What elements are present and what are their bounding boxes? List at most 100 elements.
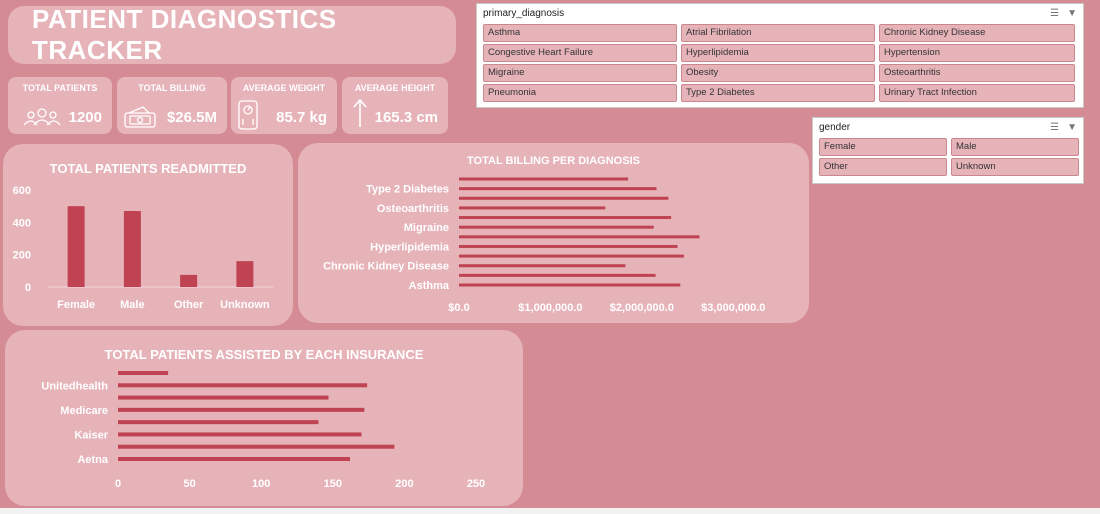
x-tick-label: 50 <box>183 478 195 490</box>
y-tick-label: Migraine <box>404 222 449 234</box>
slicer-title: primary_diagnosis <box>483 7 565 19</box>
x-tick-label: 0 <box>115 478 121 490</box>
kpi-value: $26.5M <box>166 109 217 126</box>
slicer-item[interactable]: Asthma <box>483 24 677 42</box>
bar <box>118 383 368 388</box>
x-tick-label: 250 <box>467 478 485 490</box>
billing-chart-panel: TOTAL BILLING PER DIAGNOSIS Asthma Chroni… <box>298 143 809 323</box>
kpi-total-patients: TOTAL PATIENTS 1200 <box>8 77 112 134</box>
slicer-header: primary_diagnosis ☰ ▼ <box>477 4 1083 22</box>
bar <box>123 211 141 287</box>
chart-title: TOTAL BILLING PER DIAGNOSIS <box>467 155 640 167</box>
multi-select-icon[interactable]: ☰ <box>1050 121 1060 133</box>
y-tick-label: Kaiser <box>74 429 108 441</box>
y-tick-label: Medicare <box>60 405 108 417</box>
x-tick-label: Unknown <box>220 299 270 311</box>
slicer-item[interactable]: Chronic Kidney Disease <box>879 24 1075 42</box>
bar <box>459 187 657 191</box>
slicer-item[interactable]: Atrial Fibrilation <box>681 24 875 42</box>
bar <box>459 206 606 210</box>
slicer-item[interactable]: Obesity <box>681 64 875 82</box>
slicer-item[interactable]: Congestive Heart Failure <box>483 44 677 62</box>
x-tick-label: $3,000,000.0 <box>701 302 765 314</box>
x-tick-label: 100 <box>252 478 270 490</box>
chart-title: TOTAL PATIENTS READMITTED <box>49 161 247 176</box>
gender-slicer: gender ☰ ▼ Female Male Other Unknown <box>812 117 1084 184</box>
bar <box>459 177 629 181</box>
slicer-item[interactable]: Pneumonia <box>483 84 677 102</box>
slicer-item[interactable]: Migraine <box>483 64 677 82</box>
x-tick-label: $2,000,000.0 <box>610 302 674 314</box>
clear-filter-icon[interactable]: ▼ <box>1067 7 1077 19</box>
bar <box>459 264 626 268</box>
kpi-value: 85.7 kg <box>276 109 327 126</box>
kpi-label: AVERAGE WEIGHT <box>242 83 326 93</box>
y-tick-label: 0 <box>25 282 31 294</box>
slicer-item[interactable]: Unknown <box>951 158 1079 176</box>
y-tick-label: 200 <box>13 250 31 262</box>
x-tick-label: Other <box>174 299 204 311</box>
slicer-item[interactable]: Hyperlipidemia <box>681 44 875 62</box>
kpi-label: TOTAL PATIENTS <box>22 83 98 93</box>
x-tick-label: 150 <box>324 478 342 490</box>
bar <box>459 254 684 258</box>
slicer-icons: ☰ ▼ <box>1050 122 1077 133</box>
slicer-item[interactable]: Female <box>819 138 947 156</box>
kpi-average-weight: AVERAGE WEIGHT 85.7 kg <box>231 77 337 134</box>
slicer-icons: ☰ ▼ <box>1050 8 1077 19</box>
title-banner: PATIENT DIAGNOSTICS TRACKER <box>8 4 456 65</box>
y-tick-label: 400 <box>13 217 31 229</box>
kpi-label: AVERAGE HEIGHT <box>354 83 436 93</box>
slicer-header: gender ☰ ▼ <box>813 118 1083 136</box>
bar <box>118 420 319 425</box>
y-tick-label: Osteoarthritis <box>377 203 449 215</box>
y-tick-label: Chronic Kidney Disease <box>323 261 449 273</box>
scale-icon <box>238 100 258 130</box>
money-icon <box>124 106 156 128</box>
insurance-chart-panel: TOTAL PATIENTS ASSISTED BY EACH INSURANC… <box>5 330 523 506</box>
bar <box>118 371 169 375</box>
kpi-total-billing: TOTAL BILLING $26.5M <box>117 77 227 134</box>
bar <box>459 235 700 239</box>
y-tick-label: Unitedhealth <box>41 380 108 392</box>
bar <box>67 206 85 287</box>
slicer-items: Asthma Atrial Fibrilation Chronic Kidney D… <box>477 22 1083 102</box>
kpi-value: 1200 <box>68 109 102 126</box>
y-tick-label: Asthma <box>409 280 450 292</box>
bar <box>118 457 350 461</box>
dashboard-title: PATIENT DIAGNOSTICS TRACKER <box>32 4 337 65</box>
bar <box>180 274 198 287</box>
bar <box>118 432 362 437</box>
slicer-items: Female Male Other Unknown <box>813 136 1083 176</box>
readmitted-bar-chart: 0 200 400 600 Female Male Other Unknown <box>13 185 273 311</box>
up-arrow-icon <box>353 98 367 127</box>
x-tick-label: Male <box>120 299 144 311</box>
people-icon <box>23 108 61 126</box>
bar <box>459 196 669 200</box>
slicer-item[interactable]: Urinary Tract Infection <box>879 84 1075 102</box>
x-tick-label: $0.0 <box>448 302 469 314</box>
y-tick-label: 600 <box>13 185 31 197</box>
chart-title: TOTAL PATIENTS ASSISTED BY EACH INSURANC… <box>104 347 424 362</box>
x-tick-label: Female <box>57 299 95 311</box>
multi-select-icon[interactable]: ☰ <box>1050 7 1060 19</box>
insurance-bar-chart: Aetna Kaiser Medicare Unitedhealth 0 50 100 150… <box>41 371 485 490</box>
bar <box>118 395 329 400</box>
billing-bar-chart: Asthma Chronic Kidney Disease Hyperlipidem… <box>323 177 765 314</box>
bar <box>459 283 681 287</box>
readmitted-chart-panel: TOTAL PATIENTS READMITTED 0 200 400 600 Fema… <box>3 144 293 326</box>
slicer-item[interactable]: Other <box>819 158 947 176</box>
slicer-item[interactable]: Male <box>951 138 1079 156</box>
y-tick-label: Type 2 Diabetes <box>366 184 449 196</box>
kpi-average-height: AVERAGE HEIGHT 165.3 cm <box>342 77 448 134</box>
slicer-item[interactable]: Hypertension <box>879 44 1075 62</box>
y-tick-label: Aetna <box>77 454 108 466</box>
bar <box>459 273 656 277</box>
kpi-label: TOTAL BILLING <box>138 83 206 93</box>
bar <box>459 244 678 248</box>
bar <box>459 225 654 229</box>
slicer-item[interactable]: Osteoarthritis <box>879 64 1075 82</box>
diagnosis-slicer: primary_diagnosis ☰ ▼ Asthma Atrial Fibri… <box>476 3 1084 108</box>
slicer-item[interactable]: Type 2 Diabetes <box>681 84 875 102</box>
clear-filter-icon[interactable]: ▼ <box>1067 121 1077 133</box>
